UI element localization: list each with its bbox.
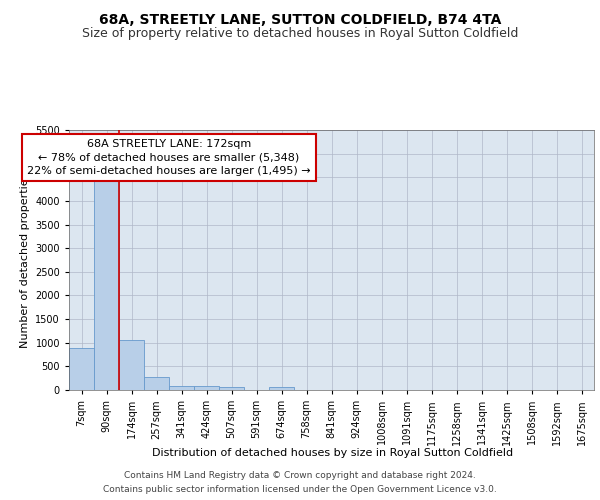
Bar	[269, 387, 294, 390]
Bar	[69, 348, 94, 390]
Bar	[194, 386, 219, 390]
Text: Contains public sector information licensed under the Open Government Licence v3: Contains public sector information licen…	[103, 484, 497, 494]
Bar	[169, 386, 194, 390]
Text: Size of property relative to detached houses in Royal Sutton Coldfield: Size of property relative to detached ho…	[82, 28, 518, 40]
Text: 68A, STREETLY LANE, SUTTON COLDFIELD, B74 4TA: 68A, STREETLY LANE, SUTTON COLDFIELD, B7…	[99, 12, 501, 26]
Bar	[94, 175, 119, 390]
Y-axis label: Number of detached properties: Number of detached properties	[20, 172, 29, 348]
Bar	[144, 377, 169, 390]
Bar	[219, 387, 244, 390]
Bar	[119, 340, 144, 390]
Text: 68A STREETLY LANE: 172sqm
← 78% of detached houses are smaller (5,348)
22% of se: 68A STREETLY LANE: 172sqm ← 78% of detac…	[27, 140, 311, 176]
Text: Contains HM Land Registry data © Crown copyright and database right 2024.: Contains HM Land Registry data © Crown c…	[124, 472, 476, 480]
Text: Distribution of detached houses by size in Royal Sutton Coldfield: Distribution of detached houses by size …	[152, 448, 514, 458]
